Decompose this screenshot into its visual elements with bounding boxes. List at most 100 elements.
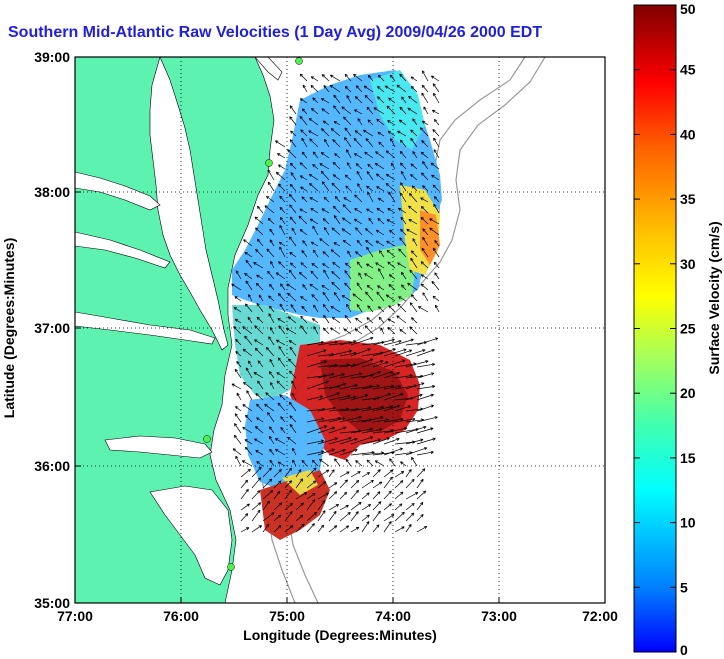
velocity-arrow xyxy=(310,207,319,214)
velocity-arrow xyxy=(308,130,319,137)
velocity-arrow xyxy=(292,459,297,467)
velocity-arrow xyxy=(364,228,374,236)
velocity-arrow xyxy=(328,394,351,401)
velocity-arrow xyxy=(418,306,429,313)
velocity-arrow xyxy=(355,85,363,93)
velocity-arrow xyxy=(328,426,347,434)
velocity-arrow xyxy=(328,448,346,456)
velocity-arrow xyxy=(317,437,339,445)
velocity-arrow xyxy=(233,434,242,445)
velocity-arrow xyxy=(317,426,336,434)
velocity-arrow xyxy=(416,525,428,533)
velocity-arrow xyxy=(288,358,297,368)
velocity-arrow xyxy=(361,384,380,390)
velocity-arrow xyxy=(361,472,371,478)
velocity-arrow xyxy=(317,500,326,511)
velocity-arrow xyxy=(256,403,264,412)
velocity-arrow xyxy=(394,338,414,346)
velocity-arrow xyxy=(399,237,407,247)
velocity-arrow xyxy=(419,127,429,137)
velocity-arrow xyxy=(422,228,429,236)
velocity-arrow xyxy=(397,262,407,269)
velocity-arrow xyxy=(289,415,297,423)
velocity-arrow xyxy=(410,174,418,181)
velocity-arrow xyxy=(273,490,281,500)
map-frame xyxy=(74,56,606,604)
map-title: Southern Mid-Atlantic Raw Velocities (1 … xyxy=(8,24,543,41)
velocity-arrow xyxy=(289,262,297,269)
velocity-arrow xyxy=(256,302,264,313)
velocity-arrow xyxy=(301,151,308,159)
velocity-arrow xyxy=(323,196,330,203)
velocity-arrow xyxy=(422,292,429,302)
velocity-arrow xyxy=(262,478,273,489)
velocity-arrow xyxy=(302,240,308,247)
velocity-arrow xyxy=(394,471,405,478)
velocity-arrow xyxy=(405,523,412,533)
velocity-arrow xyxy=(290,172,297,181)
velocity-arrow xyxy=(401,284,407,291)
colorbar-tick-label: 0 xyxy=(680,642,688,658)
velocity-arrow xyxy=(362,129,374,137)
velocity-arrow xyxy=(416,427,434,434)
velocity-arrow xyxy=(357,118,363,126)
velocity-arrow xyxy=(383,476,393,489)
velocity-arrow xyxy=(330,128,341,137)
velocity-arrow xyxy=(267,412,275,423)
velocity-arrow xyxy=(234,368,242,379)
velocity-arrow xyxy=(386,219,396,225)
velocity-arrow xyxy=(236,361,242,368)
velocity-arrow xyxy=(356,239,363,247)
velocity-arrow xyxy=(421,70,429,82)
velocity-arrow xyxy=(319,238,330,247)
velocity-arrow xyxy=(397,303,407,313)
tick-marks xyxy=(74,56,606,604)
colorbar-tick-label: 20 xyxy=(680,385,696,401)
velocity-arrow xyxy=(339,491,348,500)
velocity-arrow xyxy=(247,316,253,324)
velocity-arrow xyxy=(241,460,253,467)
velocity-arrow xyxy=(322,251,330,258)
velocity-arrow xyxy=(416,501,424,511)
velocity-arrow xyxy=(366,284,374,291)
velocity-arrow xyxy=(251,502,262,511)
velocity-arrow xyxy=(401,96,407,104)
velocity-arrow xyxy=(264,205,275,214)
velocity-arrow xyxy=(405,492,419,500)
velocity-arrow xyxy=(384,85,396,93)
velocity-arrow xyxy=(277,318,286,324)
velocity-arrow xyxy=(343,328,352,335)
velocity-arrow xyxy=(394,503,403,511)
velocity-arrow xyxy=(354,328,363,335)
velocity-arrow xyxy=(289,162,297,170)
velocity-arrow xyxy=(399,328,407,335)
velocity-arrow xyxy=(244,335,253,346)
velocity-arrow xyxy=(332,139,341,148)
velocity-arrow xyxy=(289,346,297,357)
bathymetry-contour xyxy=(257,57,526,603)
y-tick-label: 36:00 xyxy=(34,458,70,474)
velocity-arrow xyxy=(334,153,341,159)
velocity-arrow xyxy=(385,173,396,181)
velocity-arrow xyxy=(328,510,337,522)
velocity-arrow xyxy=(394,526,405,533)
velocity-arrow xyxy=(235,406,242,412)
velocity-arrow xyxy=(240,468,251,478)
velocity-arrow xyxy=(346,149,352,159)
velocity-arrow xyxy=(244,303,253,313)
velocity-arrow xyxy=(396,315,407,324)
velocity-arrow xyxy=(265,392,275,401)
velocity-arrow xyxy=(420,274,429,280)
pamlico-sound xyxy=(149,485,233,586)
velocity-arrow xyxy=(235,351,242,357)
velocity-arrow xyxy=(366,185,374,192)
velocity-arrow xyxy=(399,192,407,203)
velocity-arrow xyxy=(431,280,440,291)
velocity-arrow xyxy=(231,383,242,390)
velocity-arrow xyxy=(333,120,341,126)
velocity-arrow xyxy=(405,349,426,357)
velocity-arrow xyxy=(255,393,264,401)
velocity-arrow xyxy=(416,478,424,489)
velocity-arrow xyxy=(301,459,308,467)
